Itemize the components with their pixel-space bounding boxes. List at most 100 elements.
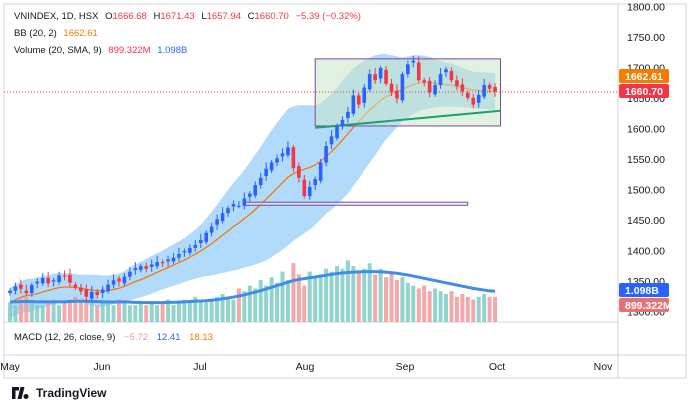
candle <box>62 275 67 277</box>
volume-bar <box>95 305 100 322</box>
candle <box>204 232 208 242</box>
volume-sma-tag: 1.098B <box>625 285 659 297</box>
candle <box>357 95 361 105</box>
candle <box>264 168 268 176</box>
volume-bar <box>367 263 372 322</box>
candle <box>373 74 377 81</box>
candle <box>40 277 45 284</box>
candle <box>444 69 448 73</box>
volume-bar <box>182 299 187 322</box>
trend-line[interactable] <box>315 109 501 129</box>
time-axis[interactable]: May Jun Jul Aug Sep Oct Nov <box>0 361 613 373</box>
bb-label: BB (20, 2) <box>14 28 57 39</box>
volume-bar <box>117 299 121 322</box>
candle <box>215 219 219 225</box>
macd-line-value: 12.41 <box>156 332 181 343</box>
change-value: −5.39 (−0.32%) <box>295 11 361 22</box>
volume-bar <box>247 285 252 322</box>
candle <box>19 284 23 289</box>
candle <box>346 111 350 119</box>
support-rectangle[interactable] <box>243 201 469 206</box>
bb-legend[interactable]: BB (20, 2) 1662.61 <box>14 28 102 39</box>
volume-bars <box>8 260 498 322</box>
volume-legend[interactable]: Volume (20, SMA, 9) 899.322M 1.098B <box>14 45 191 56</box>
candle <box>73 284 78 288</box>
volume-bar <box>394 280 399 322</box>
candle <box>193 244 198 248</box>
volume-bar <box>449 291 454 322</box>
candle <box>433 85 437 95</box>
volume-bar <box>493 296 498 322</box>
candle <box>258 177 263 186</box>
candle <box>46 277 50 284</box>
candle <box>117 278 121 282</box>
volume-bar <box>444 294 448 322</box>
candle <box>275 158 279 163</box>
candle <box>160 261 165 264</box>
macd-signal-value: 18.13 <box>189 332 213 343</box>
candle <box>318 162 323 181</box>
volume-bar <box>73 296 78 322</box>
candle <box>438 74 443 86</box>
low-value: 1657.94 <box>206 11 241 22</box>
candle <box>128 271 132 277</box>
price-tags: 1662.61 1660.70 1.098B 899.322M <box>619 69 672 312</box>
candle <box>171 257 176 262</box>
volume-bar <box>231 299 236 322</box>
candle <box>248 193 252 197</box>
candle <box>340 119 345 126</box>
volume-bar <box>226 296 230 322</box>
volume-bar <box>460 294 465 322</box>
volume-bar <box>111 305 116 322</box>
price-axis[interactable]: 1800.001750.001700.001650.001600.001550.… <box>627 2 665 319</box>
candle <box>291 147 296 169</box>
candle <box>367 74 372 90</box>
volume-bar <box>40 305 45 322</box>
close-value: 1660.70 <box>254 11 289 22</box>
candle <box>122 276 127 284</box>
volume-bar <box>384 277 389 322</box>
volume-bar <box>220 294 225 322</box>
volume-bar <box>465 296 470 322</box>
tradingview-brand[interactable]: TradingView <box>12 386 106 400</box>
candle <box>335 125 339 139</box>
time-tick-label: May <box>0 361 21 373</box>
candle <box>89 291 94 299</box>
volume-bar <box>427 291 432 322</box>
volume-bar <box>329 271 334 322</box>
candle <box>79 287 83 292</box>
volume-bar <box>482 294 487 322</box>
price-tick-label: 1600.00 <box>627 124 665 136</box>
macd-legend[interactable]: MACD (12, 26, close, 9) −5.72 12.41 18.1… <box>14 332 219 343</box>
candle <box>198 240 203 244</box>
candle <box>307 186 312 197</box>
candle <box>329 136 334 145</box>
price-tick-label: 1500.00 <box>627 185 665 197</box>
volume-bar <box>51 299 56 322</box>
candle <box>378 68 383 79</box>
candle <box>188 247 192 253</box>
candle <box>226 208 230 214</box>
price-tick-label: 1800.00 <box>627 2 665 14</box>
volume-bar <box>285 280 290 322</box>
volume-bar <box>144 305 149 322</box>
candle <box>182 251 187 253</box>
volume-bar <box>127 305 132 322</box>
volume-bar <box>242 291 247 322</box>
volume-bar <box>378 268 383 322</box>
candle <box>209 226 214 233</box>
candle <box>95 291 99 295</box>
time-tick-label: Oct <box>489 361 505 373</box>
volume-bar <box>291 263 296 322</box>
candle <box>406 64 410 75</box>
volume-bar <box>149 302 154 322</box>
volume-bar <box>67 299 72 322</box>
volume-bar <box>100 302 105 322</box>
candle <box>324 146 328 163</box>
candle <box>384 69 388 84</box>
volume-bar <box>438 291 443 322</box>
volume-bar <box>345 260 350 322</box>
volume-bar <box>215 296 220 322</box>
symbol-legend[interactable]: VNINDEX, 1D, HSX O1666.68 H1671.43 L1657… <box>14 11 365 22</box>
